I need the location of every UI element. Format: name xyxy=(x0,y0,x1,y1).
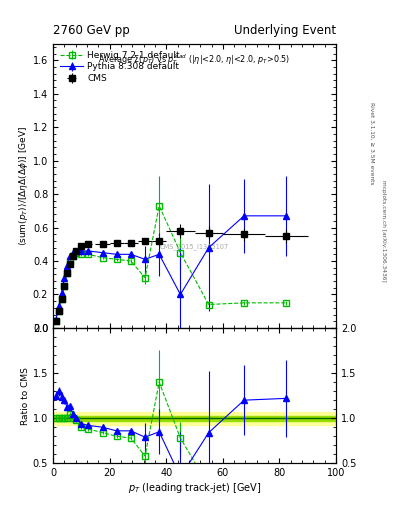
Text: Average $\Sigma(p_T)$ vs $p_T^{lead}$ ($|\eta|$<2.0, $\eta|$<2.0, $p_T$>0.5): Average $\Sigma(p_T)$ vs $p_T^{lead}$ ($… xyxy=(98,52,291,67)
Text: 2760 GeV pp: 2760 GeV pp xyxy=(53,24,130,37)
Text: mcplots.cern.ch [arXiv:1306.3436]: mcplots.cern.ch [arXiv:1306.3436] xyxy=(381,180,386,281)
Text: Rivet 3.1.10, ≥ 3.5M events: Rivet 3.1.10, ≥ 3.5M events xyxy=(369,102,374,185)
Legend: Herwig 7.2.1 default, Pythia 8.308 default, CMS: Herwig 7.2.1 default, Pythia 8.308 defau… xyxy=(57,48,183,86)
Bar xyxy=(53,412,336,424)
Y-axis label: $\langle$sum$(p_T)\rangle/[\Delta\eta\Delta(\Delta\phi)]$ [GeV]: $\langle$sum$(p_T)\rangle/[\Delta\eta\De… xyxy=(17,126,30,246)
Text: Underlying Event: Underlying Event xyxy=(234,24,336,37)
Bar xyxy=(53,416,336,421)
X-axis label: $p_T$ (leading track-jet) [GeV]: $p_T$ (leading track-jet) [GeV] xyxy=(128,481,261,495)
Y-axis label: Ratio to CMS: Ratio to CMS xyxy=(21,367,30,424)
Text: CMS_2015_I1385107: CMS_2015_I1385107 xyxy=(160,243,229,250)
